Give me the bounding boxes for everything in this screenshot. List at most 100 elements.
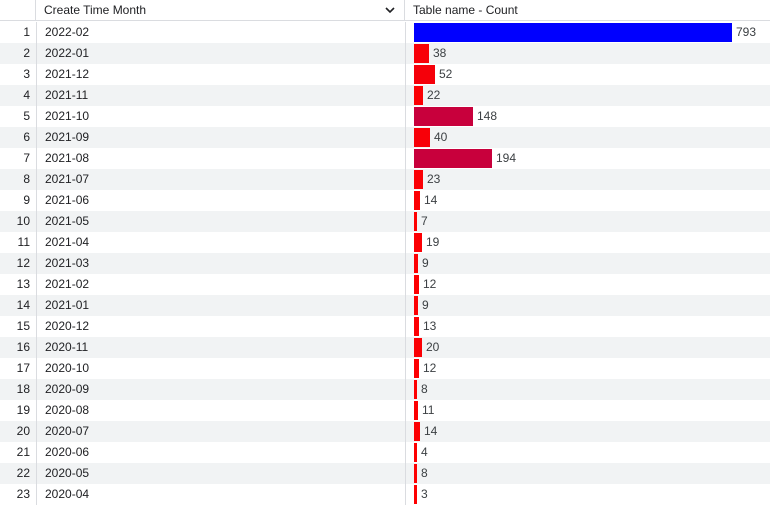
table-row[interactable]: 14 2021-01 9 [0, 295, 770, 316]
column-divider [36, 211, 37, 232]
count-value: 14 [424, 193, 438, 207]
table-row[interactable]: 13 2021-02 12 [0, 274, 770, 295]
row-number: 20 [16, 424, 30, 438]
chevron-down-icon[interactable] [384, 0, 396, 21]
column-divider [36, 169, 37, 190]
month-cell: 2020-11 [45, 340, 89, 354]
row-number: 2 [23, 46, 30, 60]
count-value: 19 [426, 235, 440, 249]
column-header-create-time-month[interactable]: Create Time Month [36, 0, 405, 21]
column-divider [405, 337, 406, 358]
table-row[interactable]: 3 2021-12 52 [0, 64, 770, 85]
count-value: 12 [423, 361, 437, 375]
count-bar [414, 107, 473, 126]
row-number: 16 [16, 340, 30, 354]
month-cell: 2021-03 [45, 256, 90, 270]
month-cell: 2021-09 [45, 130, 90, 144]
row-number: 19 [16, 403, 30, 417]
table-row[interactable]: 4 2021-11 22 [0, 85, 770, 106]
column-divider [36, 22, 37, 43]
row-number: 13 [16, 277, 30, 291]
table-row[interactable]: 5 2021-10 148 [0, 106, 770, 127]
table-row[interactable]: 19 2020-08 11 [0, 400, 770, 421]
table-row[interactable]: 21 2020-06 4 [0, 442, 770, 463]
month-cell: 2021-06 [45, 193, 90, 207]
row-number: 5 [23, 109, 30, 123]
column-divider [36, 421, 37, 442]
month-cell: 2020-04 [45, 487, 90, 501]
column-divider [36, 127, 37, 148]
table-row[interactable]: 7 2021-08 194 [0, 148, 770, 169]
table-row[interactable]: 23 2020-04 3 [0, 484, 770, 505]
month-cell: 2021-04 [45, 235, 90, 249]
count-value: 9 [422, 256, 429, 270]
row-number: 15 [16, 319, 30, 333]
month-cell: 2021-11 [45, 88, 89, 102]
column-divider [405, 169, 406, 190]
column-divider [36, 190, 37, 211]
column-divider [405, 421, 406, 442]
table-row[interactable]: 1 2022-02 793 [0, 22, 770, 43]
table-row[interactable]: 10 2021-05 7 [0, 211, 770, 232]
month-cell: 2020-05 [45, 466, 90, 480]
table-row[interactable]: 8 2021-07 23 [0, 169, 770, 190]
column-divider [36, 148, 37, 169]
table-row[interactable]: 9 2021-06 14 [0, 190, 770, 211]
column-divider [36, 43, 37, 64]
table-row[interactable]: 11 2021-04 19 [0, 232, 770, 253]
count-bar [414, 401, 418, 420]
column-divider [36, 337, 37, 358]
month-cell: 2022-02 [45, 25, 90, 39]
month-cell: 2020-09 [45, 382, 90, 396]
column-header-table-name-count[interactable]: Table name - Count [405, 0, 770, 21]
table-row[interactable]: 12 2021-03 9 [0, 253, 770, 274]
month-cell: 2020-10 [45, 361, 90, 375]
column-divider [405, 400, 406, 421]
row-number: 6 [23, 130, 30, 144]
count-value: 7 [421, 214, 428, 228]
table-row[interactable]: 20 2020-07 14 [0, 421, 770, 442]
table-header: Create Time Month Table name - Count [0, 0, 770, 21]
row-number: 18 [16, 382, 30, 396]
table-row[interactable]: 22 2020-05 8 [0, 463, 770, 484]
count-value: 3 [421, 487, 428, 501]
column-divider [405, 85, 406, 106]
table-row[interactable]: 16 2020-11 20 [0, 337, 770, 358]
month-cell: 2021-07 [45, 172, 90, 186]
column-divider [405, 316, 406, 337]
column-divider [36, 484, 37, 505]
count-bar [414, 65, 435, 84]
column-divider [405, 190, 406, 211]
month-cell: 2021-01 [45, 298, 90, 312]
table-row[interactable]: 15 2020-12 13 [0, 316, 770, 337]
count-bar [414, 296, 418, 315]
column-divider [36, 232, 37, 253]
table-row[interactable]: 6 2021-09 40 [0, 127, 770, 148]
column-divider [36, 106, 37, 127]
count-value: 793 [736, 25, 757, 39]
row-number: 22 [16, 466, 30, 480]
table-row[interactable]: 2 2022-01 38 [0, 43, 770, 64]
row-number: 7 [23, 151, 30, 165]
row-number: 12 [16, 256, 30, 270]
count-value: 14 [424, 424, 438, 438]
month-cell: 2021-10 [45, 109, 90, 123]
count-bar [414, 212, 417, 231]
row-number: 3 [23, 67, 30, 81]
row-number: 14 [16, 298, 30, 312]
count-value: 23 [427, 172, 441, 186]
column-header-label: Table name - Count [413, 3, 518, 17]
month-cell: 2020-07 [45, 424, 90, 438]
month-cell: 2020-12 [45, 319, 90, 333]
column-divider [36, 274, 37, 295]
table-row[interactable]: 18 2020-09 8 [0, 379, 770, 400]
row-number: 21 [16, 445, 30, 459]
count-bar [414, 422, 420, 441]
row-number: 8 [23, 172, 30, 186]
column-divider [36, 442, 37, 463]
count-bar [414, 443, 417, 462]
column-divider [36, 379, 37, 400]
column-divider [405, 148, 406, 169]
month-cell: 2021-08 [45, 151, 90, 165]
table-row[interactable]: 17 2020-10 12 [0, 358, 770, 379]
